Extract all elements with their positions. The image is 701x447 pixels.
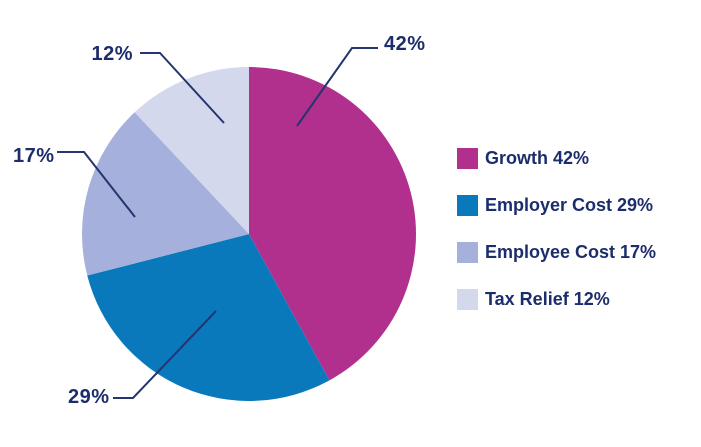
callout-label-employer-cost: 29% — [68, 386, 110, 408]
legend-label-tax-relief: Tax Relief 12% — [485, 289, 610, 309]
legend-item-employee-cost: Employee Cost 17% — [457, 242, 656, 263]
leader-lines — [57, 47, 378, 399]
callout-label-employee-cost: 17% — [13, 145, 55, 167]
legend-item-tax-relief: Tax Relief 12% — [457, 289, 656, 310]
legend-label-employer-cost: Employer Cost 29% — [485, 195, 654, 215]
legend-label-employee-cost: Employee Cost 17% — [485, 242, 657, 262]
legend-item-growth: Growth 42% — [457, 148, 656, 169]
callout-label-tax-relief: 12% — [91, 43, 133, 65]
pie-slice-employer-cost — [87, 234, 330, 401]
legend-swatch-growth — [457, 148, 478, 169]
legend-item-employer-cost: Employer Cost 29% — [457, 195, 656, 216]
pie-slice-tax-relief — [134, 67, 249, 234]
legend-swatch-employee-cost — [457, 242, 478, 263]
leader-line-growth — [296, 47, 378, 127]
callout-label-growth: 42% — [384, 33, 426, 55]
legend-swatch-tax-relief — [457, 289, 478, 310]
pie-slice-growth — [249, 67, 416, 381]
leader-line-tax-relief — [140, 52, 225, 124]
pie-slice-employee-cost — [82, 112, 250, 276]
leader-line-employer-cost — [113, 310, 217, 399]
leader-line-employee-cost — [57, 151, 136, 218]
legend: Growth 42% Employer Cost 29% Employee Co… — [457, 148, 656, 310]
pie-slices — [82, 67, 416, 401]
legend-label-growth: Growth 42% — [485, 148, 590, 168]
legend-swatch-employer-cost — [457, 195, 478, 216]
